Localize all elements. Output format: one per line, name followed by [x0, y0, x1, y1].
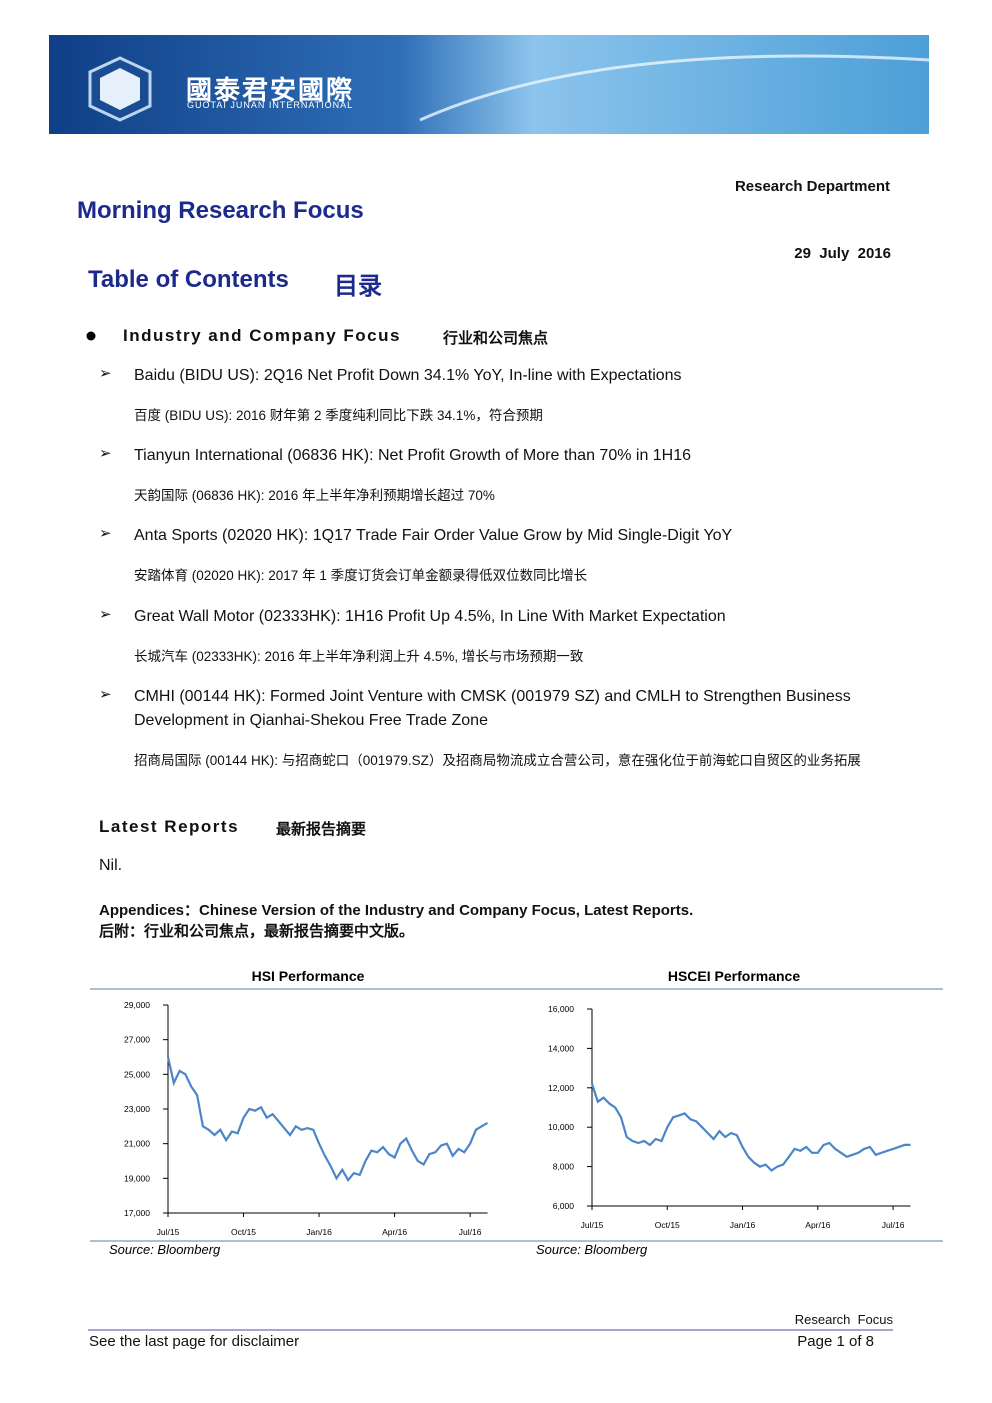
appendix-en: Appendices：Chinese Version of the Indust…: [99, 902, 694, 919]
arrow-bullet: ➢: [99, 525, 112, 542]
item-en: CMHI (00144 HK): Formed Joint Venture wi…: [134, 688, 851, 729]
item-cn: 安踏体育 (02020 HK): 2017 年 1 季度订货会订单金额录得低双位…: [134, 568, 588, 583]
x-tick-label: Jul/16: [459, 1227, 482, 1237]
chart-title: HSI Performance: [252, 968, 365, 984]
item-en: Great Wall Motor (02333HK): 1H16 Profit …: [134, 608, 726, 625]
item-cn: 天韵国际 (06836 HK): 2016 年上半年净利预期增长超过 70%: [134, 488, 495, 503]
x-tick-label: Jan/16: [730, 1220, 756, 1230]
x-tick-label: Jul/15: [581, 1220, 604, 1230]
item-cn: 百度 (BIDU US): 2016 财年第 2 季度纯利同比下跌 34.1%，…: [134, 408, 543, 423]
arrow-bullet: ➢: [99, 365, 112, 382]
y-tick-label: 10,000: [548, 1122, 574, 1132]
chart-title: HSCEI Performance: [668, 968, 800, 984]
date: 29 July 2016: [794, 245, 891, 262]
arrow-bullet: ➢: [99, 445, 112, 462]
y-tick-label: 8,000: [553, 1162, 575, 1172]
x-tick-label: Jan/16: [306, 1227, 332, 1237]
item-cn: 长城汽车 (02333HK): 2016 年上半年净利润上升 4.5%, 增长与…: [134, 649, 584, 664]
y-tick-label: 14,000: [548, 1043, 574, 1053]
line-series: [590, 1083, 911, 1172]
y-tick-label: 21,000: [124, 1139, 150, 1149]
y-tick-label: 23,000: [124, 1104, 150, 1114]
item-cn: 招商局国际 (00144 HK): 与招商蛇口（001979.SZ）及招商局物流…: [134, 753, 861, 768]
y-tick-label: 16,000: [548, 1004, 574, 1014]
item-en: Tianyun International (06836 HK): Net Pr…: [134, 447, 692, 464]
y-tick-label: 27,000: [124, 1035, 150, 1045]
footer-label: Research Focus: [794, 1312, 893, 1327]
item-en: Baidu (BIDU US): 2Q16 Net Profit Down 34…: [134, 367, 682, 384]
disclaimer: See the last page for disclaimer: [89, 1333, 300, 1350]
x-tick-label: Oct/15: [655, 1220, 680, 1230]
doc-title: Morning Research Focus: [77, 197, 364, 224]
latest-title-cn: 最新报告摘要: [276, 821, 367, 838]
y-tick-label: 12,000: [548, 1083, 574, 1093]
line-series: [166, 1056, 489, 1183]
x-tick-label: Apr/16: [382, 1227, 407, 1237]
y-tick-label: 29,000: [124, 1000, 150, 1010]
page-number: Page 1 of 8: [797, 1333, 874, 1350]
arrow-bullet: ➢: [99, 686, 112, 703]
logo-inner: [100, 68, 140, 110]
banner-swoosh: [419, 54, 930, 122]
chart-source: Source: Bloomberg: [536, 1242, 648, 1257]
toc-title: Table of Contents: [88, 266, 289, 293]
toc-title-cn: 目录: [334, 273, 382, 300]
latest-title: Latest Reports: [99, 817, 240, 836]
item-en: Anta Sports (02020 HK): 1Q17 Trade Fair …: [134, 527, 733, 544]
x-tick-label: Apr/16: [805, 1220, 830, 1230]
chart-source: Source: Bloomberg: [109, 1242, 221, 1257]
logo-cn: 國泰君安國際: [186, 75, 355, 105]
bullet: [86, 331, 96, 341]
y-tick-label: 25,000: [124, 1069, 150, 1079]
appendix-cn: 后附：行业和公司焦点，最新报告摘要中文版。: [99, 923, 415, 940]
y-tick-label: 19,000: [124, 1173, 150, 1183]
y-tick-label: 17,000: [124, 1208, 150, 1218]
section-title: Industry and Company Focus: [123, 326, 401, 345]
x-tick-label: Jul/16: [882, 1220, 905, 1230]
x-tick-label: Jul/15: [157, 1227, 180, 1237]
banner: [49, 35, 929, 134]
x-tick-label: Oct/15: [231, 1227, 256, 1237]
y-tick-label: 6,000: [553, 1201, 575, 1211]
latest-body: Nil.: [99, 857, 123, 874]
department: Research Department: [734, 178, 890, 195]
logo-en: GUOTAI JUNAN INTERNATIONAL: [187, 100, 354, 110]
section-title-cn: 行业和公司焦点: [443, 330, 549, 347]
arrow-bullet: ➢: [99, 606, 112, 623]
